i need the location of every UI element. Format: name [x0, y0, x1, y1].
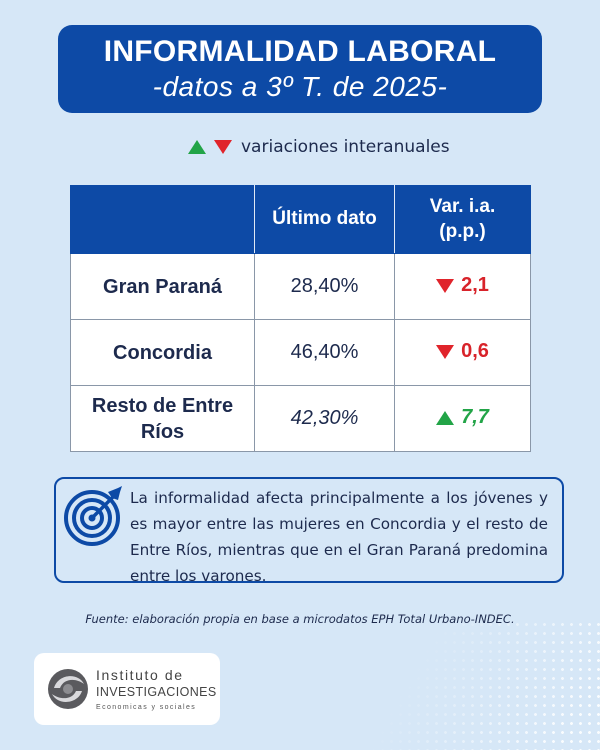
header-variation: Var. i.a. (p.p.): [394, 185, 531, 254]
triangle-up-icon: [188, 140, 206, 154]
page-title: INFORMALIDAD LABORAL: [103, 35, 497, 68]
decorative-dots: [360, 620, 600, 750]
legend-label: variaciones interanuales: [241, 137, 450, 157]
row-variation-cell: 2,1: [394, 253, 531, 320]
target-icon: [64, 486, 122, 546]
triangle-down-icon: [436, 344, 455, 359]
source-note: Fuente: elaboración propia en base a mic…: [85, 612, 515, 626]
row-value: 46,40%: [254, 319, 395, 386]
note-box: La informalidad afecta principalmente a …: [54, 477, 564, 585]
table-row: Gran Paraná 28,40% 2,1: [70, 253, 531, 320]
institute-logo-icon: [48, 669, 88, 709]
row-variation: 2,1: [461, 274, 489, 297]
variation-down: 0,6: [436, 340, 489, 363]
row-value: 42,30%: [254, 385, 395, 452]
row-value: 28,40%: [254, 253, 395, 320]
row-name: Gran Paraná: [70, 253, 255, 320]
triangle-down-icon: [436, 278, 455, 293]
table-row: Resto de Entre Ríos 42,30% 7,7: [70, 385, 531, 452]
row-variation-cell: 7,7: [394, 385, 531, 452]
note-text: La informalidad afecta principalmente a …: [130, 489, 548, 585]
triangle-down-icon: [214, 140, 232, 154]
row-name: Concordia: [70, 319, 255, 386]
page-subtitle: -datos a 3º T. de 2025-: [152, 71, 448, 102]
logo-line-2: INVESTIGACIONES: [96, 685, 217, 699]
header-last-value: Último dato: [254, 185, 395, 254]
row-variation: 0,6: [461, 340, 489, 363]
header-region: [70, 185, 255, 254]
variation-down: 2,1: [436, 274, 489, 297]
table-header-row: Último dato Var. i.a. (p.p.): [70, 185, 531, 254]
variation-up: 7,7: [436, 406, 489, 429]
row-variation-cell: 0,6: [394, 319, 531, 386]
title-banner: INFORMALIDAD LABORAL -datos a 3º T. de 2…: [58, 25, 542, 113]
legend: variaciones interanuales: [188, 137, 450, 157]
logo-line-1: Instituto de: [96, 667, 184, 683]
informality-table: Último dato Var. i.a. (p.p.) Gran Paraná…: [70, 185, 531, 452]
row-variation: 7,7: [461, 406, 489, 429]
table-row: Concordia 46,40% 0,6: [70, 319, 531, 386]
row-name: Resto de Entre Ríos: [70, 385, 255, 452]
logo-line-3: Economicas y sociales: [96, 704, 197, 711]
triangle-up-icon: [436, 410, 455, 425]
institute-logo: Instituto de INVESTIGACIONES Economicas …: [34, 653, 220, 725]
